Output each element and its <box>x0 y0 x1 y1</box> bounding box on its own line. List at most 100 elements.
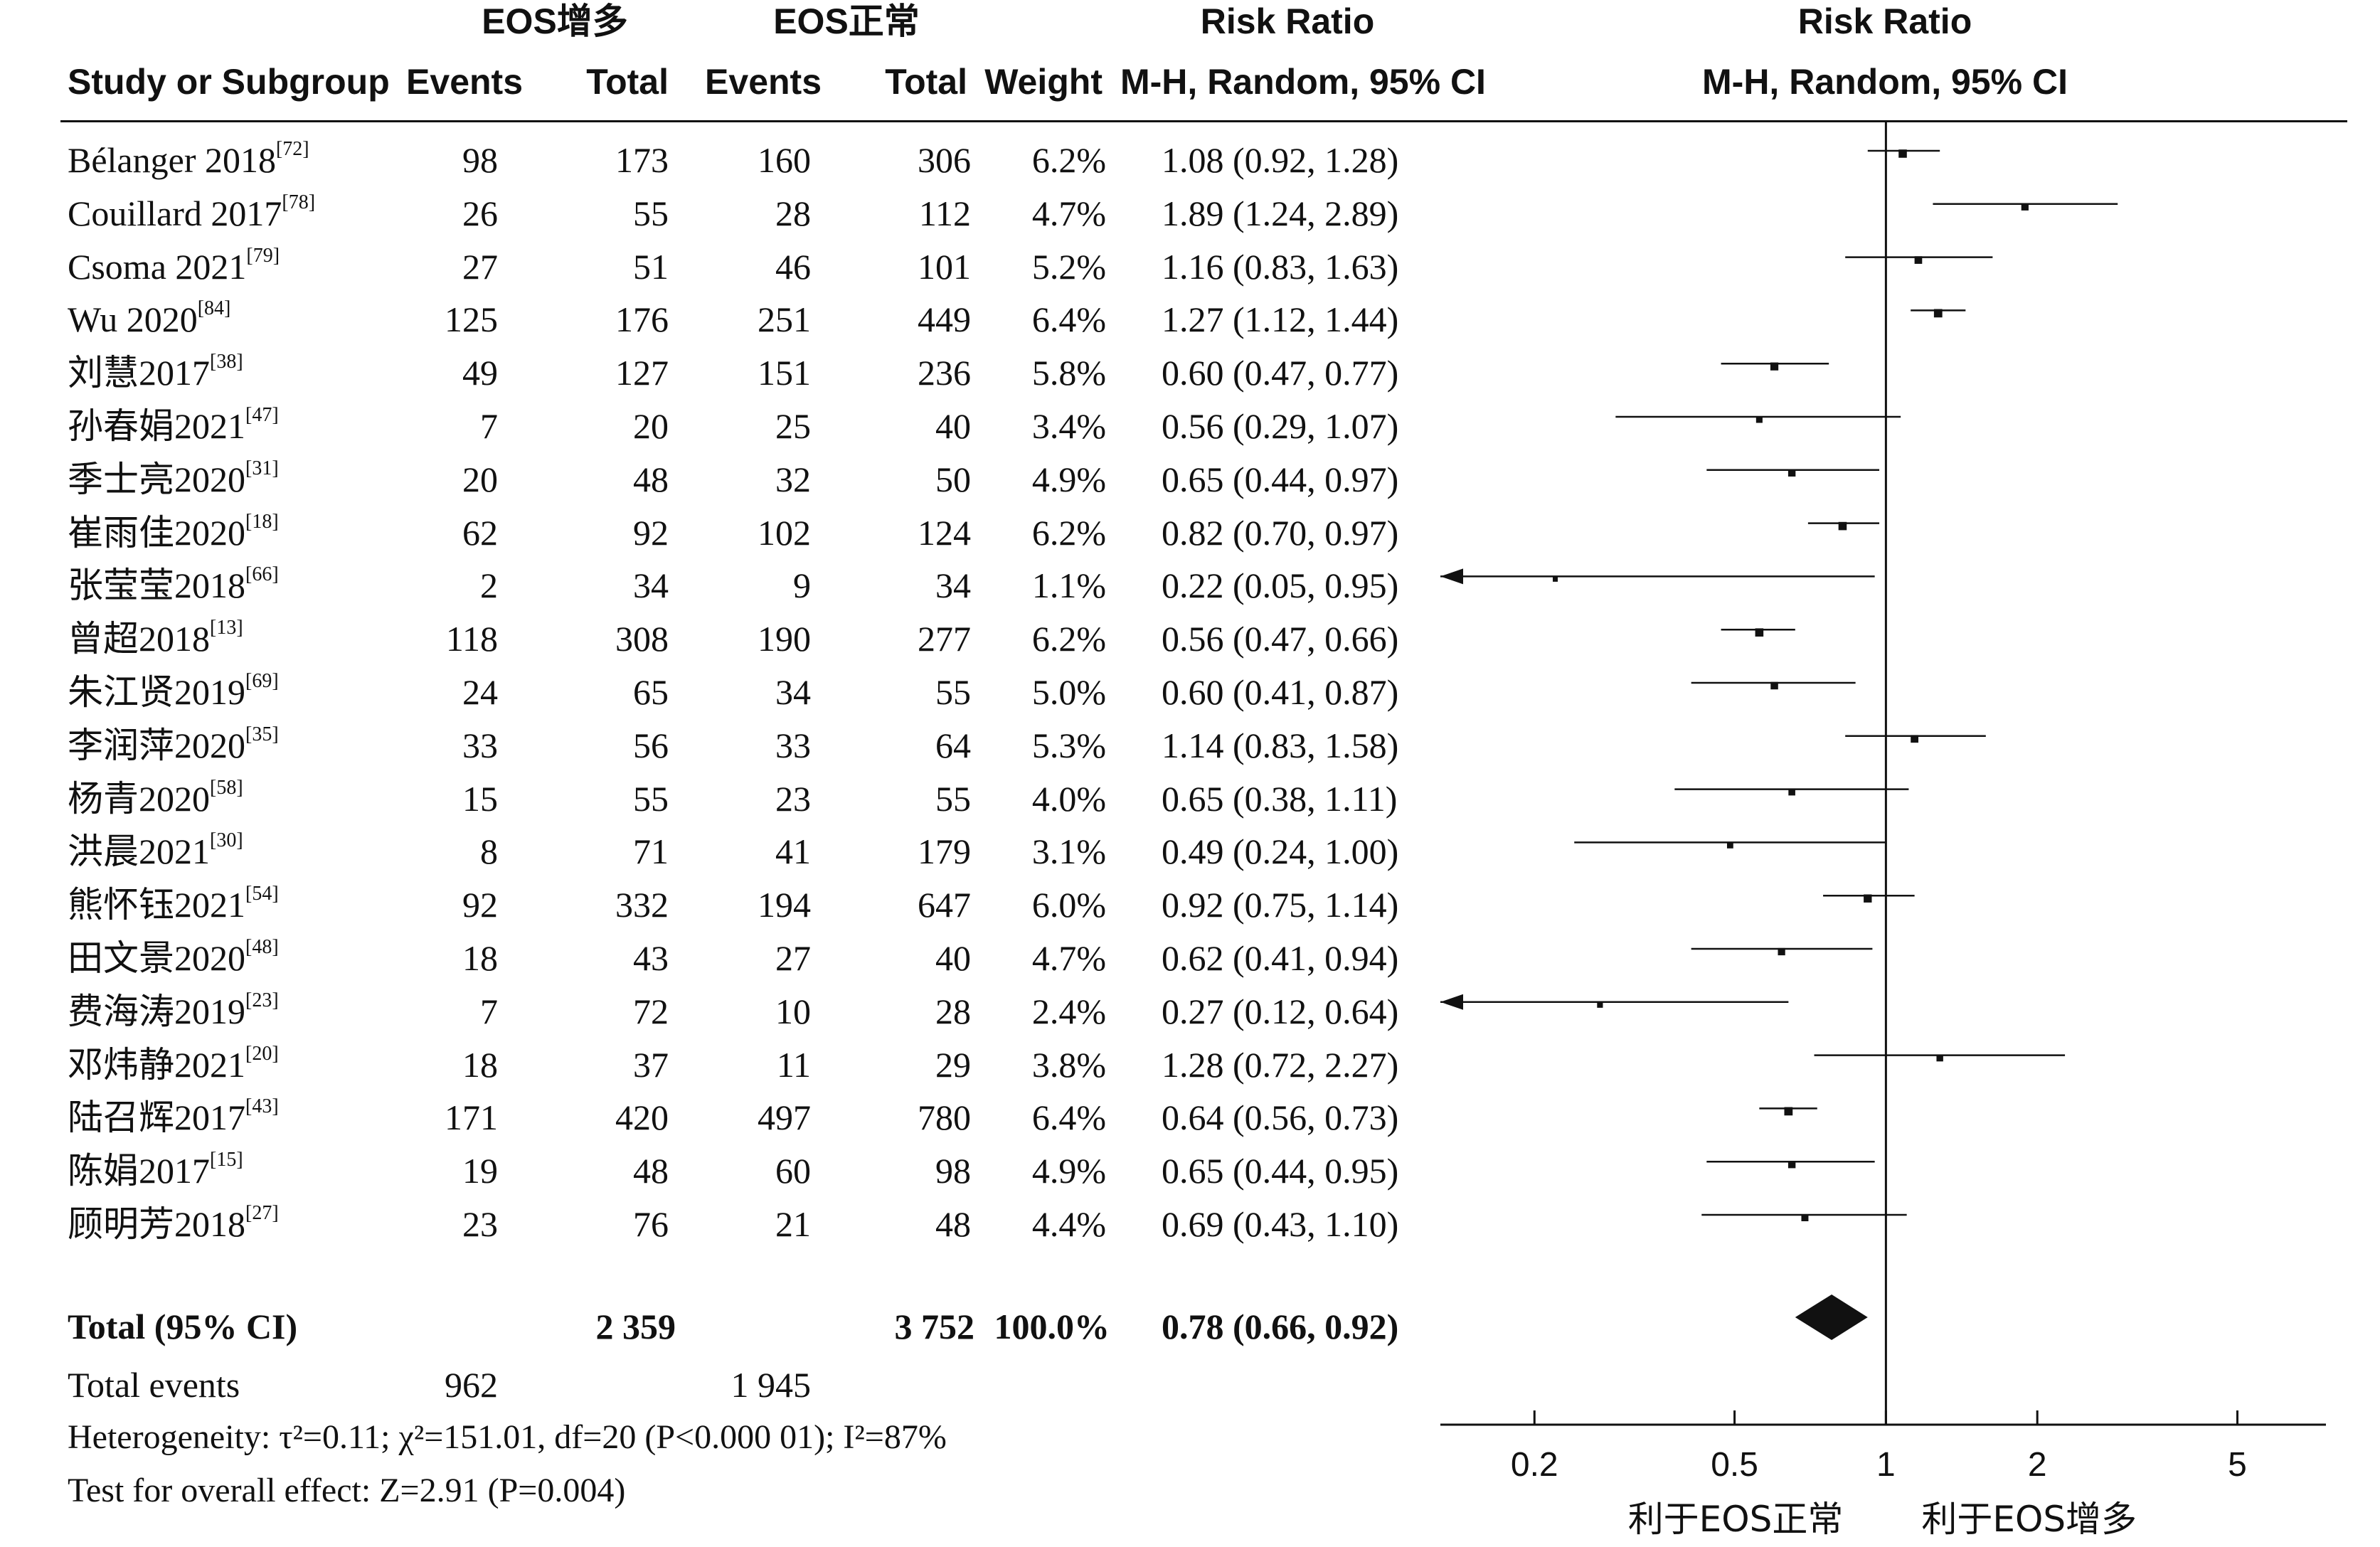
x-tick-label: 0.5 <box>1711 1446 1758 1484</box>
total-ctrl-value: 55 <box>935 672 971 712</box>
weight-value: 5.2% <box>1031 246 1106 287</box>
total-ctrl-value: 112 <box>918 193 971 233</box>
study-name: Bélanger 2018[72] <box>68 139 309 180</box>
study-name: 费海涛2019[23] <box>68 990 279 1029</box>
weight-value: 4.4% <box>1031 1204 1106 1244</box>
weight-value: 6.4% <box>1031 299 1106 340</box>
study-reference: [18] <box>245 510 279 533</box>
point-estimate <box>1801 1214 1809 1221</box>
total-exp-value: 176 <box>615 299 669 340</box>
risk-ratio-ci: 0.60 (0.47, 0.77) <box>1162 353 1399 393</box>
total-exp-value: 92 <box>633 512 669 553</box>
point-estimate <box>1914 256 1923 264</box>
study-name-text: 崔雨佳2020 <box>68 512 245 553</box>
events-ctrl-value: 28 <box>775 193 811 233</box>
events-ctrl-value: 151 <box>758 353 811 393</box>
risk-ratio-ci: 1.08 (0.92, 1.28) <box>1162 140 1399 180</box>
total-ctrl-value: 449 <box>918 299 971 340</box>
total-ctrl-value: 277 <box>918 619 971 659</box>
total-ctrl-value: 40 <box>935 938 971 978</box>
total-ctrl-value: 780 <box>918 1097 971 1138</box>
events-exp-value: 2 <box>480 565 498 606</box>
study-name: 孙春娟2021[47] <box>68 405 279 445</box>
events-exp-value: 18 <box>462 938 498 978</box>
weight-value: 6.2% <box>1031 140 1106 180</box>
risk-ratio-ci: 1.16 (0.83, 1.63) <box>1162 246 1399 287</box>
method-plot-header: M-H, Random, 95% CI <box>1702 62 2068 102</box>
study-name: Couillard 2017[78] <box>68 192 315 233</box>
total-label: Total (95% CI) <box>68 1307 298 1346</box>
study-name: 洪晨2021[30] <box>68 831 243 870</box>
study-name-text: Wu 2020 <box>68 299 198 340</box>
total-exp-value: 308 <box>615 619 669 659</box>
weight-value: 4.7% <box>1031 938 1106 978</box>
x-tick-label: 5 <box>2228 1446 2247 1484</box>
events-ctrl-value: 251 <box>758 299 811 340</box>
weight-value: 4.7% <box>1031 193 1106 233</box>
events-ctrl-header: Events <box>705 62 822 102</box>
risk-ratio-ci: 0.65 (0.44, 0.97) <box>1162 459 1399 499</box>
study-reference: [79] <box>246 244 280 267</box>
events-exp-value: 8 <box>480 831 498 872</box>
study-reference: [69] <box>245 670 279 692</box>
events-ctrl-value: 497 <box>758 1097 811 1138</box>
events-exp-value: 98 <box>462 140 498 180</box>
study-name-text: 邓炜静2021 <box>68 1044 245 1085</box>
point-estimate <box>1788 788 1795 796</box>
events-ctrl-value: 27 <box>775 938 811 978</box>
events-ctrl-value: 21 <box>775 1204 811 1244</box>
total-exp-value: 56 <box>633 725 669 765</box>
risk-ratio-ci: 1.14 (0.83, 1.58) <box>1162 725 1399 765</box>
risk-ratio-ci: 1.89 (1.24, 2.89) <box>1162 193 1399 233</box>
total-exp-n: 2 359 <box>595 1307 676 1346</box>
events-ctrl-value: 102 <box>758 512 811 553</box>
ci-arrow <box>1440 994 1463 1010</box>
risk-ratio-header: Risk Ratio <box>1200 1 1375 41</box>
events-exp-value: 27 <box>462 246 498 287</box>
events-ctrl-value: 9 <box>793 565 811 606</box>
total-exp-value: 37 <box>633 1044 669 1085</box>
group-ctrl-header: EOS正常 <box>773 1 920 41</box>
risk-ratio-ci: 0.60 (0.41, 0.87) <box>1162 672 1399 712</box>
study-name-text: 陈娟2017 <box>68 1151 210 1191</box>
study-name: 张莹莹2018[66] <box>68 565 279 604</box>
weight-value: 4.9% <box>1031 459 1106 499</box>
study-reference: [54] <box>245 883 279 905</box>
events-exp-value: 23 <box>462 1204 498 1244</box>
events-ctrl-value: 11 <box>776 1044 811 1085</box>
events-exp-value: 7 <box>480 406 498 446</box>
total-exp-header: Total <box>586 62 669 102</box>
study-name: 熊怀钰2021[54] <box>68 884 279 925</box>
study-name-text: 熊怀钰2021 <box>68 885 245 925</box>
study-reference: [38] <box>210 351 243 373</box>
events-exp-value: 171 <box>445 1097 498 1138</box>
study-name: 顾明芳2018[27] <box>68 1203 279 1243</box>
risk-ratio-ci: 0.62 (0.41, 0.94) <box>1162 938 1399 978</box>
study-name-text: Bélanger 2018 <box>68 140 276 180</box>
study-name-text: 季士亮2020 <box>68 459 245 499</box>
weight-value: 3.1% <box>1031 831 1106 872</box>
risk-ratio-ci: 0.69 (0.43, 1.10) <box>1162 1204 1399 1244</box>
total-ctrl-value: 236 <box>918 353 971 393</box>
total-events-label: Total events <box>68 1365 240 1405</box>
events-exp-value: 26 <box>462 193 498 233</box>
total-ctrl-value: 101 <box>918 246 971 287</box>
total-exp-value: 65 <box>633 672 669 712</box>
point-estimate <box>1933 309 1943 318</box>
total-exp-value: 76 <box>633 1204 669 1244</box>
total-events-ctrl: 1 945 <box>731 1365 812 1405</box>
events-exp-value: 33 <box>462 725 498 765</box>
total-ctrl-value: 647 <box>918 885 971 925</box>
total-ctrl-value: 179 <box>918 831 971 872</box>
study-name-text: Couillard 2017 <box>68 193 282 233</box>
events-exp-value: 15 <box>462 778 498 819</box>
events-ctrl-value: 41 <box>775 831 811 872</box>
total-exp-value: 43 <box>633 938 669 978</box>
weight-value: 4.9% <box>1031 1151 1106 1191</box>
total-ctrl-value: 40 <box>935 406 971 446</box>
study-reference: [66] <box>245 563 279 586</box>
study-name: 田文景2020[48] <box>68 937 279 977</box>
events-ctrl-value: 160 <box>758 140 811 180</box>
risk-ratio-ci: 1.28 (0.72, 2.27) <box>1162 1044 1399 1085</box>
weight-value: 5.8% <box>1031 353 1106 393</box>
